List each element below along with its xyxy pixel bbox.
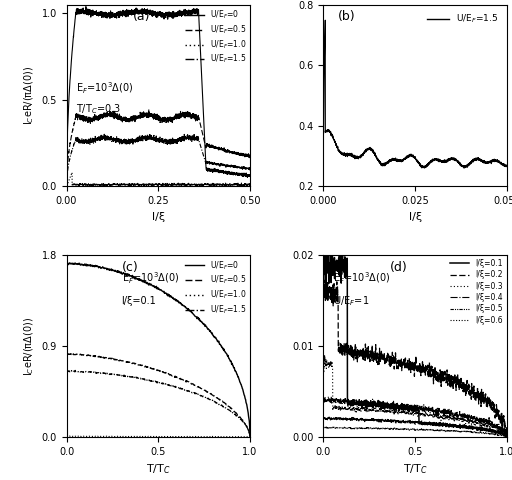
Text: l/ξ=0.1: l/ξ=0.1 (122, 296, 156, 306)
Legend: U/E$_F$=1.5: U/E$_F$=1.5 (423, 9, 502, 29)
Legend: l/ξ=0.1, l/ξ=0.2, l/ξ=0.3, l/ξ=0.4, l/ξ=0.5, l/ξ=0.6: l/ξ=0.1, l/ξ=0.2, l/ξ=0.3, l/ξ=0.4, l/ξ=… (450, 259, 503, 324)
Text: (b): (b) (338, 10, 356, 23)
Text: (a): (a) (133, 10, 150, 23)
Y-axis label: I$_C$eR/(πΔ(0)): I$_C$eR/(πΔ(0)) (23, 66, 36, 125)
Y-axis label: I$_C$eR/(πΔ(0)): I$_C$eR/(πΔ(0)) (23, 316, 36, 376)
Legend: U/E$_F$=0, U/E$_F$=0.5, U/E$_F$=1.0, U/E$_F$=1.5: U/E$_F$=0, U/E$_F$=0.5, U/E$_F$=1.0, U/E… (185, 259, 246, 316)
Text: T/T$_C$=0.3: T/T$_C$=0.3 (76, 102, 121, 116)
Text: E$_F$=10$^3$Δ(0): E$_F$=10$^3$Δ(0) (76, 80, 133, 96)
X-axis label: l/ξ: l/ξ (152, 212, 165, 222)
X-axis label: T/T$_C$: T/T$_C$ (403, 462, 428, 476)
X-axis label: T/T$_C$: T/T$_C$ (146, 462, 170, 476)
Text: (d): (d) (390, 261, 407, 274)
Text: E$_F$=10$^3$Δ(0): E$_F$=10$^3$Δ(0) (122, 271, 179, 286)
Text: E$_F$=10$^3$Δ(0): E$_F$=10$^3$Δ(0) (333, 271, 390, 286)
X-axis label: l/ξ: l/ξ (409, 212, 422, 222)
Legend: U/E$_F$=0, U/E$_F$=0.5, U/E$_F$=1.0, U/E$_F$=1.5: U/E$_F$=0, U/E$_F$=0.5, U/E$_F$=1.0, U/E… (185, 9, 246, 65)
Text: (c): (c) (122, 261, 138, 274)
Text: U/E$_F$=1: U/E$_F$=1 (333, 294, 369, 308)
